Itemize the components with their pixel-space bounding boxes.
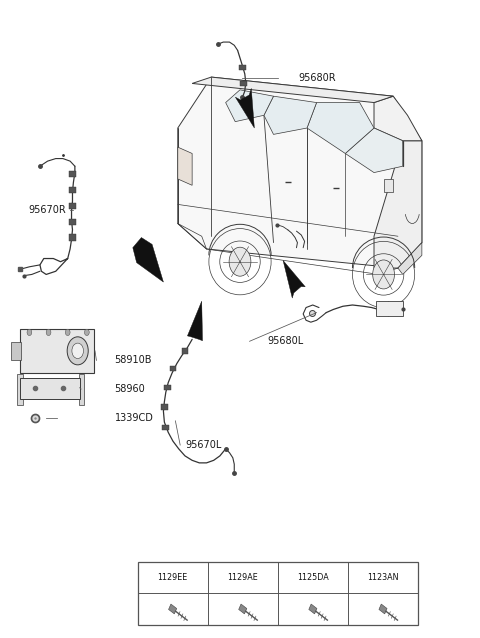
Polygon shape xyxy=(178,77,422,268)
Polygon shape xyxy=(178,147,192,185)
Circle shape xyxy=(229,247,251,276)
Polygon shape xyxy=(133,237,163,282)
Polygon shape xyxy=(374,141,422,268)
FancyBboxPatch shape xyxy=(181,348,188,353)
FancyBboxPatch shape xyxy=(376,301,403,316)
Text: 58960: 58960 xyxy=(115,384,145,394)
Polygon shape xyxy=(384,179,393,191)
FancyBboxPatch shape xyxy=(11,342,21,360)
FancyBboxPatch shape xyxy=(164,385,170,390)
FancyBboxPatch shape xyxy=(20,329,94,373)
FancyBboxPatch shape xyxy=(69,187,76,193)
Circle shape xyxy=(65,329,70,336)
Circle shape xyxy=(27,329,32,336)
Text: 95680L: 95680L xyxy=(268,336,304,346)
Polygon shape xyxy=(374,96,422,141)
Text: 95670L: 95670L xyxy=(185,440,222,450)
FancyBboxPatch shape xyxy=(69,234,76,241)
Text: 1129AE: 1129AE xyxy=(228,574,258,582)
FancyBboxPatch shape xyxy=(79,375,84,405)
Polygon shape xyxy=(309,604,317,614)
FancyBboxPatch shape xyxy=(17,375,23,405)
FancyBboxPatch shape xyxy=(239,65,246,70)
Bar xyxy=(138,562,418,625)
Polygon shape xyxy=(398,242,422,274)
Circle shape xyxy=(84,329,89,336)
Polygon shape xyxy=(345,128,403,173)
Text: 95670R: 95670R xyxy=(28,205,66,214)
Text: 1123AN: 1123AN xyxy=(367,574,399,582)
Circle shape xyxy=(46,329,51,336)
Text: 58910B: 58910B xyxy=(115,355,152,366)
Polygon shape xyxy=(283,260,305,298)
Text: 1129EE: 1129EE xyxy=(157,574,188,582)
Text: 95680R: 95680R xyxy=(299,73,336,84)
FancyBboxPatch shape xyxy=(69,203,76,209)
FancyBboxPatch shape xyxy=(20,378,80,399)
FancyBboxPatch shape xyxy=(69,171,76,177)
Polygon shape xyxy=(307,103,374,154)
Circle shape xyxy=(72,343,84,359)
Polygon shape xyxy=(192,77,393,103)
Polygon shape xyxy=(187,301,203,341)
Circle shape xyxy=(67,337,88,365)
Text: 1339CD: 1339CD xyxy=(115,413,154,422)
Polygon shape xyxy=(168,604,177,614)
Circle shape xyxy=(372,260,395,289)
Text: 1125DA: 1125DA xyxy=(297,574,329,582)
FancyBboxPatch shape xyxy=(69,219,76,225)
Polygon shape xyxy=(239,604,247,614)
FancyBboxPatch shape xyxy=(161,404,168,410)
Polygon shape xyxy=(379,604,387,614)
FancyBboxPatch shape xyxy=(240,81,247,86)
Polygon shape xyxy=(226,90,274,122)
FancyBboxPatch shape xyxy=(162,424,169,430)
FancyBboxPatch shape xyxy=(169,366,176,371)
Polygon shape xyxy=(235,88,254,128)
Polygon shape xyxy=(264,96,317,135)
